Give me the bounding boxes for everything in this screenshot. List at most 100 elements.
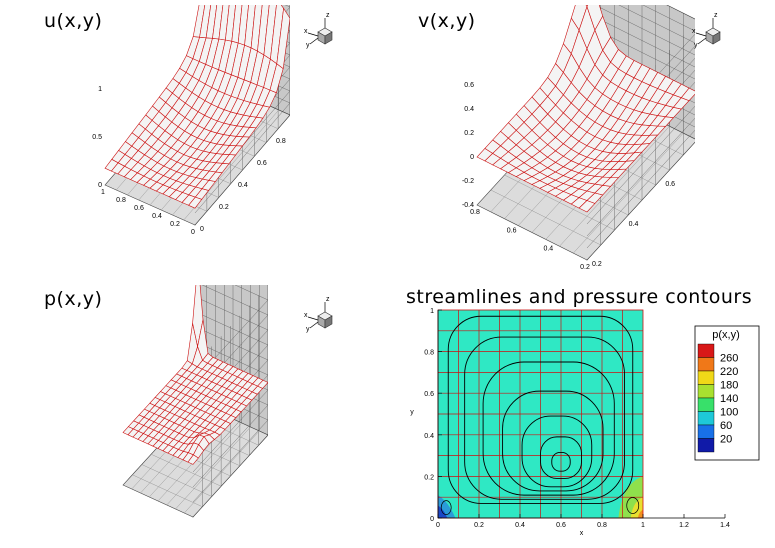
triad-x-label: x: [692, 28, 696, 35]
legend-level-label: 60: [720, 420, 732, 432]
z-tick-label: 0.5: [92, 134, 102, 141]
x-axis-label: x: [580, 530, 584, 537]
x-tick-label: 0: [191, 229, 195, 236]
wall-gridline: [194, 102, 290, 214]
y-tick-label: 0.2: [424, 474, 434, 481]
z-tick-label: -0.4: [462, 202, 474, 209]
surface-cell: [225, 5, 236, 42]
lowest-pressure-corner: [438, 505, 448, 518]
legend-swatch: [697, 424, 715, 439]
y-tick-label: 0: [430, 516, 434, 523]
surface-cell: [263, 5, 277, 60]
legend-level-label: 20: [720, 434, 732, 446]
floor-gridline: [184, 430, 260, 514]
y-tick-label: 0.6: [257, 160, 267, 167]
legend-swatch: [697, 343, 715, 358]
surface-cell: [257, 379, 268, 389]
triad-x-label: x: [304, 312, 308, 319]
wall-gridline: [594, 5, 695, 56]
legend-swatch: [697, 384, 715, 399]
legend-level-label: 260: [720, 353, 738, 365]
triad-y-label: y: [306, 42, 310, 49]
streamline: [447, 315, 634, 504]
streamlines-panel-title: streamlines and pressure contours: [406, 286, 753, 308]
wall-gridline: [192, 419, 268, 503]
legend-title: p(x,y): [712, 329, 740, 341]
x-tick-label: 0.6: [134, 205, 144, 212]
wall-gridline: [192, 389, 268, 473]
wall-gridline: [197, 342, 268, 376]
triad-axis: [307, 32, 319, 37]
triad-axis: [307, 316, 319, 321]
surface-cell: [276, 7, 290, 70]
triad-axis: [309, 37, 319, 45]
y-tick-label: 0.8: [424, 350, 434, 357]
triad-axis: [695, 32, 707, 37]
triad-z-label: z: [326, 12, 330, 19]
cube-right: [324, 315, 333, 329]
wall-gridline: [586, 117, 695, 237]
y-tick-label: 0.2: [219, 204, 229, 211]
wall-gridline: [192, 404, 268, 488]
streamline: [502, 390, 604, 492]
legend-swatch: [697, 397, 715, 412]
y-tick-label: 1: [430, 308, 434, 315]
x-tick-label: 0.8: [116, 197, 126, 204]
u-axis-triad-icon: z xy: [304, 12, 333, 49]
x-tick-label: 0.8: [470, 209, 480, 216]
streamline: [521, 415, 593, 488]
p-panel-title: p(x,y): [44, 288, 103, 310]
y-tick-label: 0: [200, 226, 204, 233]
streamline: [540, 436, 582, 479]
wall-gridline: [586, 105, 695, 225]
y-tick-label: 0.2: [592, 261, 602, 268]
wall-gridline: [586, 129, 695, 249]
x-tick-label: 0.4: [515, 522, 525, 529]
x-tick-label: 1: [101, 189, 105, 196]
y-tick-label: 0.4: [629, 221, 639, 228]
p-axis-triad-icon: z xy: [304, 296, 333, 333]
wall-gridline: [586, 12, 695, 68]
triad-axis: [697, 37, 707, 45]
surface-cell: [199, 5, 212, 39]
legend-level-label: 100: [720, 407, 738, 419]
triad-axis: [309, 321, 319, 329]
legend-level-label: 220: [720, 366, 738, 378]
v-panel-title: v(x,y): [418, 10, 476, 32]
surface-cell: [680, 87, 695, 101]
surface-cell: [205, 5, 218, 39]
cube-right: [324, 31, 333, 45]
surface-cell: [257, 5, 270, 56]
streamline: [482, 361, 615, 496]
y-tick-label: 0.6: [665, 181, 675, 188]
legend-swatch: [697, 357, 715, 372]
wall-gridline: [197, 312, 268, 346]
floor-gridline: [166, 422, 242, 506]
wall-gridline: [197, 327, 268, 361]
cube-right: [712, 31, 721, 45]
legend-swatch: [697, 370, 715, 385]
surface-cell: [231, 5, 243, 44]
wall-gridline: [201, 285, 268, 316]
x-tick-label: 1: [641, 522, 645, 529]
highest-pressure-corner: [637, 509, 643, 518]
y-tick-label: 0.8: [276, 138, 286, 145]
triad-y-label: y: [694, 42, 698, 49]
z-tick-label: -0.2: [462, 178, 474, 185]
y-tick-label: 0.4: [424, 433, 434, 440]
x-tick-label: 0.2: [170, 221, 180, 228]
legend-swatch: [697, 438, 715, 453]
z-tick-label: 0: [470, 154, 474, 161]
triad-z-label: z: [326, 296, 330, 303]
x-tick-label: 0.4: [543, 246, 553, 253]
x-tick-label: 0.6: [556, 522, 566, 529]
y-tick-label: 0.6: [424, 391, 434, 398]
streamline: [551, 452, 571, 472]
wall-gridline: [618, 5, 695, 44]
streamline-plot: 0 0.2 0.4 0.6 0.8 1 1.2 1.4 0 0.2 0.4 0.6 0.8 1 x y p(x,…: [410, 308, 760, 537]
y-axis-label: y: [410, 409, 414, 416]
x-tick-label: 0.2: [580, 264, 590, 270]
legend-level-label: 180: [720, 380, 738, 392]
legend-level-label: 140: [720, 393, 738, 405]
